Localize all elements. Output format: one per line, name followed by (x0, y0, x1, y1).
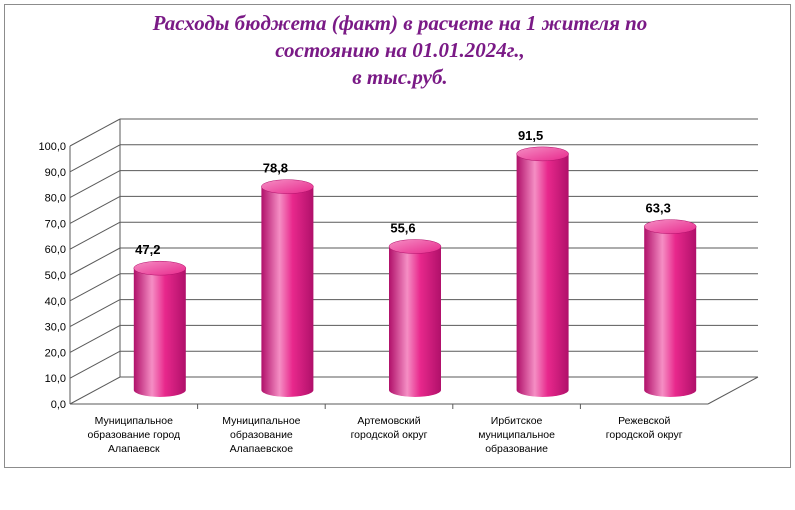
y-tick-label: 90,0 (45, 167, 66, 179)
x-tick-label: Артемовский городской округ (351, 415, 428, 441)
bar-body (133, 268, 186, 397)
bar-top (388, 239, 442, 254)
y-tick-label: 0,0 (51, 399, 66, 411)
bar-top (261, 179, 314, 194)
y-tick-label: 100,0 (38, 141, 66, 153)
gridline-side (69, 350, 121, 379)
bar-body (389, 246, 441, 397)
x-tick-label: Муниципальное образование город Алапаевск (87, 415, 180, 455)
bar-top (516, 146, 569, 162)
bar-body (644, 226, 697, 397)
gridline-side (69, 324, 121, 353)
floor-edge-right (707, 376, 759, 405)
bar-top (643, 219, 697, 234)
data-label: 55,6 (390, 221, 415, 236)
x-tick-label-line: образование (485, 443, 548, 455)
x-tick-label-line: Алапаевское (230, 443, 294, 455)
gridline-side (69, 170, 121, 199)
chart-title-line-1: Расходы бюджета (факт) в расчете на 1 жи… (152, 11, 648, 35)
chart-title-line-3: в тыс.руб. (352, 65, 448, 89)
x-tick-label: Муниципальное образование Алапаевское (222, 415, 300, 455)
x-tick-label-line: Ирбитское (491, 415, 543, 427)
x-tick-label-line: Режевской (618, 415, 670, 427)
bar (133, 260, 187, 397)
x-tick-label-line: Артемовский (357, 415, 420, 427)
y-tick-label: 30,0 (45, 322, 66, 334)
y-tick-label: 40,0 (45, 296, 66, 308)
chart-title-line-2: состоянию на 01.01.2024г., (275, 38, 525, 62)
x-tick-label-line: муниципальное (478, 429, 555, 441)
gridline-side (69, 247, 121, 276)
gridline-side (69, 221, 121, 250)
y-tick-label: 10,0 (45, 373, 66, 385)
y-tick-label: 50,0 (45, 270, 66, 282)
bar-body (516, 153, 569, 397)
gridline-side (69, 299, 121, 328)
x-tick-label: Ирбитское муниципальное образование (478, 415, 555, 455)
x-tick-label-line: образование город (87, 429, 180, 441)
x-tick-label-line: Муниципальное (222, 415, 300, 427)
chart-title: Расходы бюджета (факт) в расчете на 1 жи… (20, 10, 780, 91)
y-tick-label: 20,0 (45, 347, 66, 359)
bar-body (261, 186, 314, 397)
x-tick-label: Режевской городской округ (606, 415, 683, 441)
data-label: 63,3 (646, 201, 671, 216)
gridline-side (69, 195, 121, 224)
x-tick-label-line: городской округ (606, 429, 683, 441)
x-tick-label-line: городской округ (351, 429, 428, 441)
y-tick-label: 80,0 (45, 193, 66, 205)
x-tick-label-line: образование (230, 429, 293, 441)
data-label: 91,5 (518, 128, 543, 143)
bar (388, 239, 442, 397)
bar (643, 219, 697, 397)
bar-top (133, 260, 187, 276)
data-label: 47,2 (135, 242, 160, 257)
x-tick-label-line: Муниципальное (95, 415, 173, 427)
gridline-side (69, 118, 121, 147)
y-tick-label: 70,0 (45, 218, 66, 230)
bar (261, 179, 314, 397)
x-tick-label-line: Алапаевск (108, 443, 160, 455)
bar (516, 146, 569, 397)
gridline-side (69, 144, 121, 173)
data-label: 78,8 (263, 161, 288, 176)
gridline-side (69, 273, 121, 302)
gridline-side (69, 376, 121, 405)
y-tick-label: 60,0 (45, 244, 66, 256)
